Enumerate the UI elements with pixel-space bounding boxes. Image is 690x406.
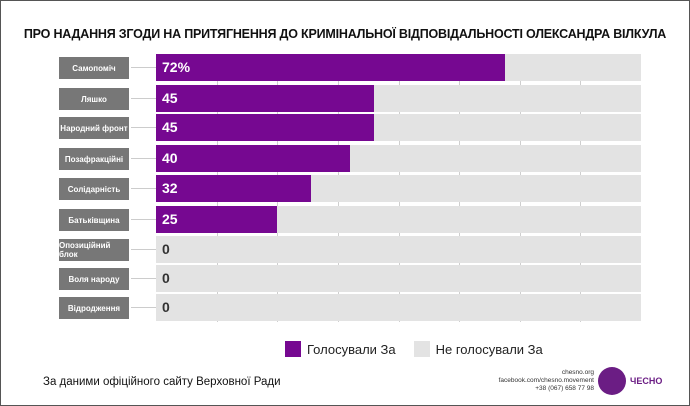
connector-line [131, 188, 156, 189]
bar-track: 0 [156, 236, 641, 263]
garlic-icon [598, 367, 626, 395]
legend: Голосували За Не голосували За [285, 341, 543, 357]
party-logo: Позафракційні [59, 148, 129, 170]
bar-value-label: 0 [162, 270, 170, 286]
party-logo: Самопоміч [59, 57, 129, 79]
bar-value-label: 25 [162, 211, 178, 227]
bar [156, 145, 350, 172]
connector-line [131, 278, 156, 279]
bar-track: 0 [156, 294, 641, 321]
bar-track: 45 [156, 85, 641, 112]
legend-label-not-voted: Не голосували За [435, 342, 543, 357]
legend-item-not-voted: Не голосували За [413, 341, 543, 357]
party-logo: Опозиційний блок [59, 239, 129, 261]
connector-line [131, 127, 156, 128]
facebook-link[interactable]: facebook.com/chesno.movement [498, 377, 594, 384]
legend-item-voted: Голосували За [285, 341, 396, 357]
chart-title: ПРО НАДАННЯ ЗГОДИ НА ПРИТЯГНЕННЯ ДО КРИМ… [23, 27, 667, 41]
legend-swatch-voted [285, 341, 301, 357]
bar-track: 25 [156, 206, 641, 233]
connector-line [131, 219, 156, 220]
connector-line [131, 158, 156, 159]
bar-value-label: 40 [162, 150, 178, 166]
plot-area: 72% 45 45 40 32 25 0 0 0 [156, 54, 641, 322]
bar [156, 114, 375, 141]
website-link[interactable]: chesno.org [561, 369, 594, 376]
bar-value-label: 45 [162, 119, 178, 135]
phone: +38 (067) 658 77 98 [535, 385, 594, 392]
bar [156, 85, 375, 112]
party-logo: Воля народу [59, 268, 129, 290]
connector-line [131, 67, 156, 68]
party-logo: Відродження [59, 297, 129, 319]
connector-line [131, 98, 156, 99]
bar-track: 0 [156, 265, 641, 292]
bar [156, 54, 506, 81]
legend-label-voted: Голосували За [307, 342, 396, 357]
bar-track: 32 [156, 175, 641, 202]
party-logo: Ляшко [59, 88, 129, 110]
brand-name: ЧЕСНО [630, 376, 663, 386]
legend-swatch-not-voted [413, 341, 430, 357]
bar-value-label: 0 [162, 241, 170, 257]
source-note: За даними офіційного сайту Верховної Рад… [43, 376, 281, 388]
bar [156, 175, 312, 202]
bar-track: 72% [156, 54, 641, 81]
contacts: chesno.org facebook.com/chesno.movement … [499, 369, 594, 393]
bar-track: 45 [156, 114, 641, 141]
party-logo: Батьківщина [59, 209, 129, 231]
bar-value-label: 45 [162, 90, 178, 106]
party-logo: Солідарність [59, 178, 129, 200]
connector-line [131, 249, 156, 250]
bar-value-label: 32 [162, 180, 178, 196]
party-logo: Народний фронт [59, 117, 129, 139]
chesno-logo: ЧЕСНО [598, 367, 662, 395]
bar [156, 206, 278, 233]
connector-line [131, 307, 156, 308]
bar-value-label: 72% [162, 59, 191, 75]
bar-track: 40 [156, 145, 641, 172]
bar-value-label: 0 [162, 299, 170, 315]
